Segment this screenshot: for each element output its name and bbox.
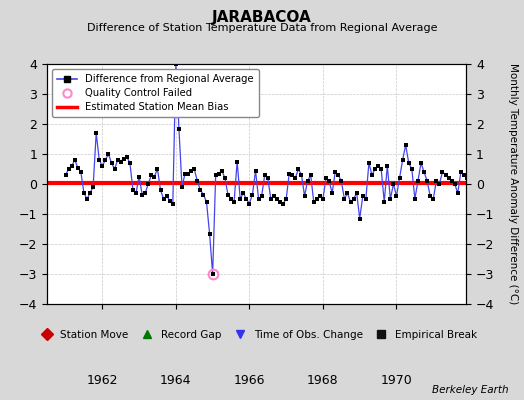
- Legend: Difference from Regional Average, Quality Control Failed, Estimated Station Mean: Difference from Regional Average, Qualit…: [52, 69, 259, 117]
- Text: 1964: 1964: [160, 374, 192, 387]
- Text: 1966: 1966: [234, 374, 265, 387]
- Text: 1970: 1970: [380, 374, 412, 387]
- Text: JARABACOA: JARABACOA: [212, 10, 312, 25]
- Y-axis label: Monthly Temperature Anomaly Difference (°C): Monthly Temperature Anomaly Difference (…: [508, 63, 518, 305]
- Text: 1968: 1968: [307, 374, 339, 387]
- Legend: Station Move, Record Gap, Time of Obs. Change, Empirical Break: Station Move, Record Gap, Time of Obs. C…: [37, 330, 477, 340]
- Text: Berkeley Earth: Berkeley Earth: [432, 385, 508, 395]
- Text: Difference of Station Temperature Data from Regional Average: Difference of Station Temperature Data f…: [87, 23, 437, 33]
- Text: 1962: 1962: [86, 374, 118, 387]
